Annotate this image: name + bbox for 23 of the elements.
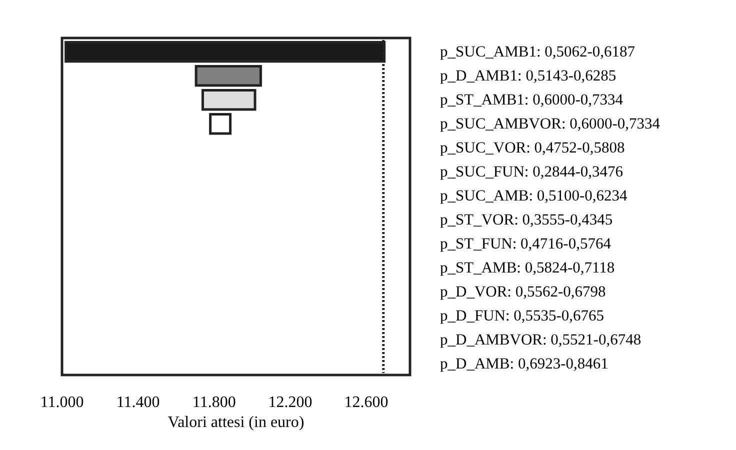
y-tick-label: p_D_AMB: 0,6923-0,8461 bbox=[440, 356, 608, 373]
y-tick-label: p_ST_VOR: 0,3555-0,4345 bbox=[440, 212, 613, 229]
y-tick-label: p_D_AMB1: 0,5143-0,6285 bbox=[440, 67, 616, 84]
y-tick-label: p_ST_FUN: 0,4716-0,5764 bbox=[440, 236, 612, 253]
y-tick-label: p_SUC_AMBVOR: 0,6000-0,7334 bbox=[440, 115, 660, 132]
y-tick-label: p_ST_AMB: 0,5824-0,7118 bbox=[440, 260, 615, 277]
x-tick-label: 11.800 bbox=[192, 394, 236, 411]
y-tick-label: p_D_AMBVOR: 0,5521-0,6748 bbox=[440, 332, 642, 349]
y-tick-label: p_D_FUN: 0,5535-0,6765 bbox=[440, 308, 604, 325]
x-tick-label: 11.000 bbox=[40, 394, 84, 411]
x-tick-label: 12.600 bbox=[344, 394, 388, 411]
bar bbox=[209, 113, 232, 135]
y-tick-label: p_SUC_AMB: 0,5100-0,6234 bbox=[440, 187, 628, 204]
x-tick-label: 11.400 bbox=[116, 394, 160, 411]
y-tick-label: p_SUC_AMB1: 0,5062-0,6187 bbox=[440, 43, 636, 60]
bar bbox=[194, 64, 262, 87]
bar bbox=[201, 89, 256, 111]
y-tick-label: p_ST_AMB1: 0,6000-0,7334 bbox=[440, 91, 624, 108]
y-tick-label: p_SUC_FUN: 0,2844-0,3476 bbox=[440, 163, 624, 180]
y-tick-label: p_D_VOR: 0,5562-0,6798 bbox=[440, 284, 606, 301]
y-tick-label: p_SUC_VOR: 0,4752-0,5808 bbox=[440, 139, 625, 156]
x-axis-title: Valori attesi (in euro) bbox=[168, 414, 304, 431]
x-tick-label: 12.200 bbox=[268, 394, 312, 411]
